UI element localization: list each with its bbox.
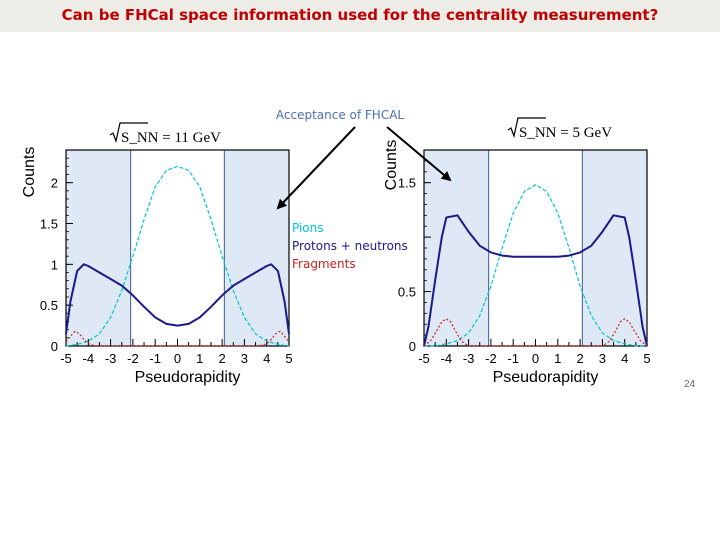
x-tick-label: 3 (599, 351, 606, 366)
acceptance-band-1 (223, 149, 290, 347)
arrow-to-left-chart (276, 126, 356, 210)
acceptance-label: Acceptance of FHCAL (276, 108, 405, 122)
x-tick-label: 5 (285, 351, 292, 366)
x-tick-label: -4 (83, 351, 95, 366)
x-axis-label: Pseudorapidity (135, 369, 241, 386)
y-tick-label: 0 (409, 339, 416, 354)
legend-box (290, 218, 420, 278)
y-axis-label: Counts (383, 140, 400, 191)
y-tick-label: 0.5 (40, 298, 58, 313)
x-tick-label: 3 (241, 351, 248, 366)
x-tick-label: 1 (554, 351, 561, 366)
x-tick-label: 0 (532, 351, 539, 366)
x-tick-label: -5 (418, 351, 430, 366)
acceptance-band-0 (423, 149, 490, 347)
subtitle-text: S_NN = 5 GeV (519, 125, 612, 141)
arrow-to-right-chart (386, 126, 452, 182)
x-tick-label: 2 (576, 351, 583, 366)
x-tick-label: -2 (485, 351, 497, 366)
x-tick-label: -4 (441, 351, 453, 366)
sqrt-sign (109, 122, 148, 144)
x-tick-label: 5 (643, 351, 650, 366)
y-tick-label: 0.5 (398, 285, 416, 300)
x-tick-label: -3 (105, 351, 117, 366)
slide-header (0, 0, 720, 32)
subtitle-text: S_NN = 11 GeV (121, 130, 221, 146)
x-tick-label: 0 (174, 351, 181, 366)
x-tick-label: -1 (507, 351, 519, 366)
y-axis-label: Counts (21, 147, 38, 198)
slide-number: 24 (684, 379, 696, 390)
x-tick-label: 4 (621, 351, 628, 366)
legend-item-protons-neutrons: Protons + neutrons (292, 239, 408, 253)
x-tick-label: 1 (196, 351, 203, 366)
x-tick-label: -5 (60, 351, 72, 366)
y-tick-label: 1.5 (398, 176, 416, 191)
slide-title: Can be FHCal space information used for … (61, 6, 659, 24)
legend-item-fragments: Fragments (292, 257, 356, 271)
y-tick-label: 1 (51, 257, 58, 272)
x-tick-label: 2 (218, 351, 225, 366)
series-line-pions (65, 165, 290, 347)
acceptance-band-0 (65, 149, 132, 347)
sqrt-sign (507, 117, 546, 139)
acceptance-band-1 (581, 149, 648, 347)
y-tick-label: 1.5 (40, 217, 58, 232)
chart-subtitle: S_NN = 5 GeV (507, 117, 612, 141)
y-tick-label: 0 (51, 339, 58, 354)
series-line-fragments (423, 318, 648, 347)
legend-item-pions: Pions (292, 221, 324, 235)
chart-subtitle: S_NN = 11 GeV (109, 122, 221, 146)
x-axis-label: Pseudorapidity (493, 369, 599, 386)
y-tick-label: 2 (51, 176, 58, 191)
series-line-fragments (65, 330, 290, 347)
series-line-protons-neutrons (65, 263, 290, 334)
x-tick-label: -3 (463, 351, 475, 366)
x-tick-label: 4 (263, 351, 270, 366)
series-line-pions (424, 184, 647, 347)
x-tick-label: -2 (127, 351, 139, 366)
series-line-protons-neutrons (423, 214, 648, 347)
x-tick-label: -1 (149, 351, 161, 366)
